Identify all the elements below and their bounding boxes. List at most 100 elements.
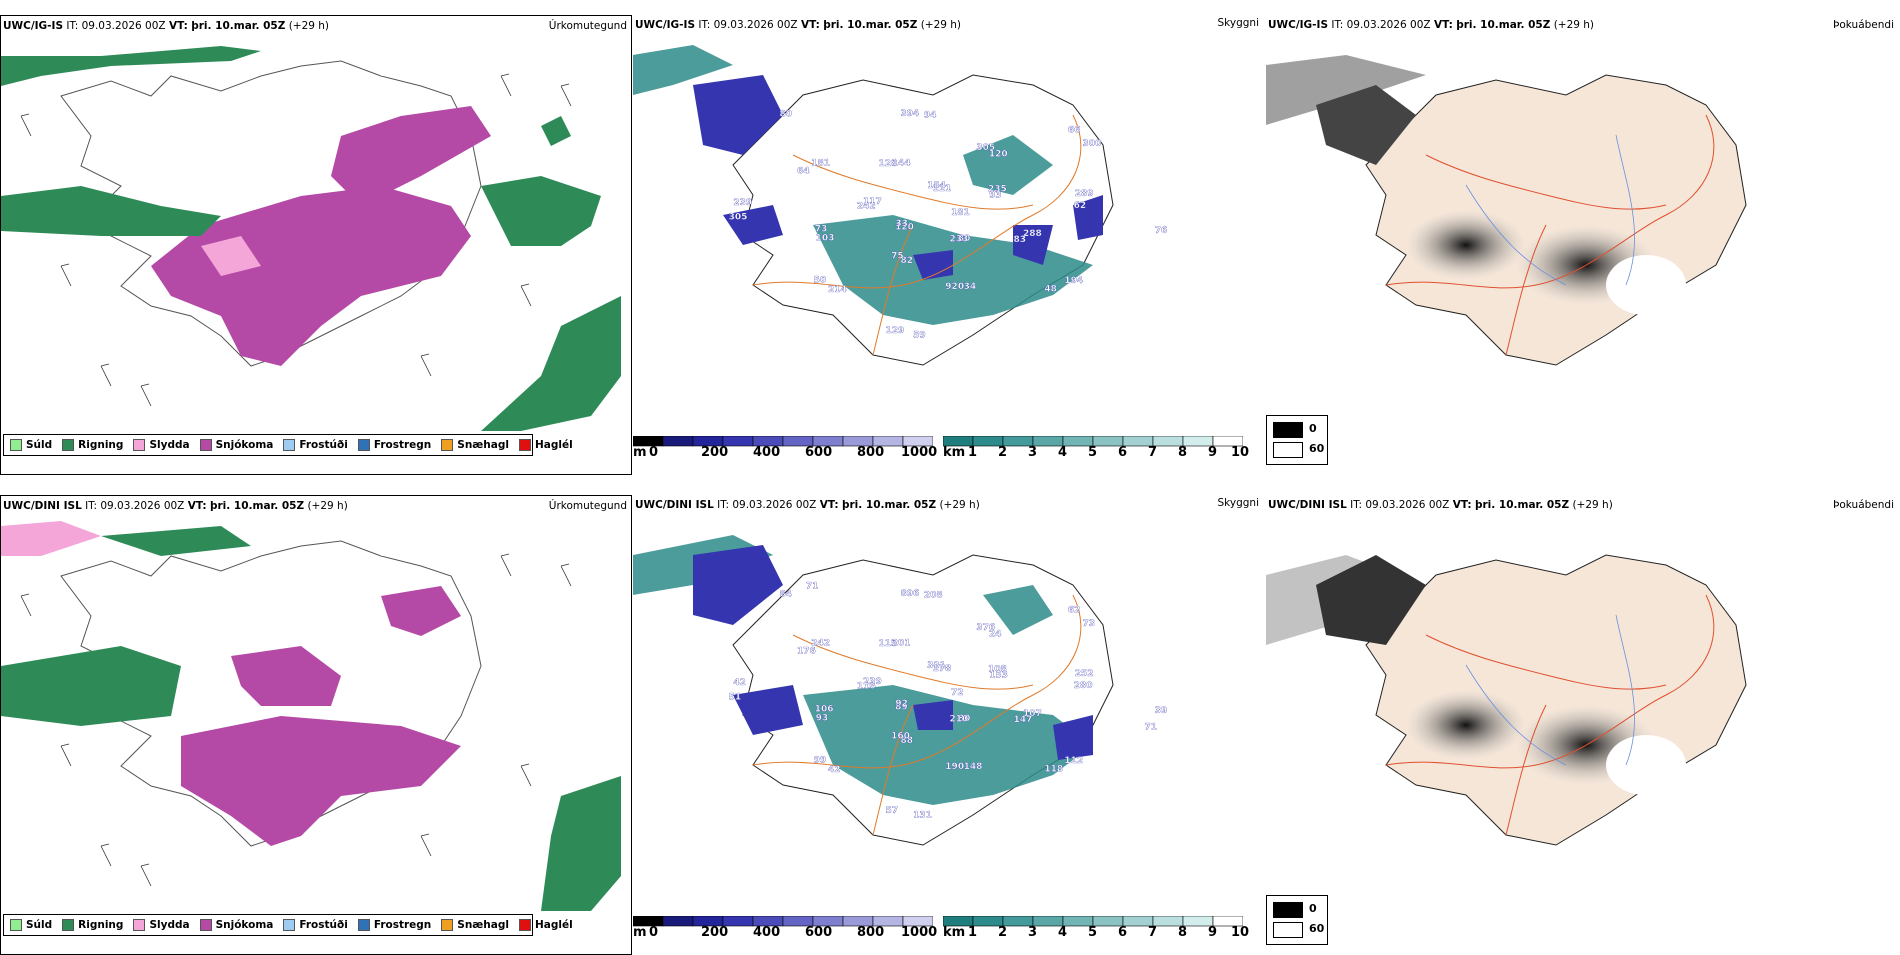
legend-label: Snæhagl	[457, 919, 509, 931]
product-type: Þokuábendi	[1833, 19, 1894, 31]
panel-header: UWC/IG-IS IT: 09.03.2026 00Z VT: þri. 10…	[1268, 19, 1595, 31]
legend-label: Rigning	[78, 439, 124, 451]
product-type: Skyggni	[1217, 497, 1260, 509]
legend-item-frostúði: Frostúði	[283, 439, 348, 451]
legend-item-snjókoma: Snjókoma	[199, 919, 274, 931]
precip-type-map	[1, 46, 621, 431]
legend-label: Snjókoma	[215, 919, 274, 931]
product-type: Skyggni	[1217, 17, 1260, 29]
cloud-base-label: 394	[901, 109, 920, 119]
precip-legend: Súld Rigning Slydda Snjókoma Frostúði Frostre…	[3, 434, 573, 456]
precip-legend: Súld Rigning Slydda Snjókoma Frostúði Frostre…	[3, 914, 573, 936]
cloud-base-label: 84	[779, 590, 792, 600]
cloud-base-label: 73	[815, 224, 828, 234]
cloud-base-label: 178	[933, 664, 952, 674]
cloud-base-label: 153	[989, 671, 1008, 681]
cloud-base-label: 305	[729, 213, 748, 223]
cloud-base-label: 112	[1064, 756, 1083, 766]
cloud-base-label: 160	[891, 732, 910, 742]
legend-label: Súld	[26, 439, 53, 451]
legend-swatch	[199, 439, 212, 451]
cloud-base-label: 111	[933, 184, 952, 194]
panel-header: UWC/DINI ISL IT: 09.03.2026 00Z VT: þri.…	[3, 500, 348, 512]
cloud-base-label: 280	[1074, 681, 1093, 691]
cloud-base-label: 57	[885, 806, 898, 816]
legend-swatch	[441, 919, 454, 931]
cloud-base-label: 75	[891, 252, 904, 262]
legend-swatch	[357, 439, 370, 451]
cloud-base-label: 42	[828, 765, 841, 775]
cloud-base-label: 176	[797, 646, 816, 656]
cloud-base-label: 103	[816, 233, 835, 243]
cloud-base-label: 154	[927, 181, 946, 191]
cloud-base-label: 88	[900, 736, 913, 746]
cloud-base-label: 214	[828, 285, 847, 295]
legend-swatch	[10, 439, 22, 451]
fog-key-swatch-60	[1273, 442, 1303, 458]
legend-swatch	[283, 919, 296, 931]
legend-swatch	[62, 919, 75, 931]
legend-label: Slydda	[149, 919, 190, 931]
cloudbase-colorbar: m 0 200 400 600 800 1000	[632, 433, 938, 460]
cloud-base-label: 33	[895, 219, 908, 229]
cloud-base-label: 59	[913, 330, 926, 340]
legend-item-slydda: Slydda	[133, 439, 190, 451]
product-type: Úrkomutegund	[548, 500, 627, 512]
cloud-base-label: 92	[895, 699, 908, 709]
legend-swatch	[10, 919, 22, 931]
visibility-colorbar: km 1 2 3 4 5 6 7 8 9 10	[942, 913, 1249, 940]
cloud-base-label: 131	[913, 810, 932, 820]
legend-label: Frostúði	[299, 919, 348, 931]
cloud-base-label: 62	[1074, 201, 1087, 211]
cloud-panel-bottom: UWC/DINI ISL IT: 09.03.2026 00Z VT: þri.…	[632, 495, 1265, 955]
cloud-base-label: 73	[1082, 619, 1095, 629]
legend-label: Haglél	[534, 919, 573, 931]
legend-swatch	[518, 919, 531, 931]
cloudbase-ticks: m 0 200 400 600 800 1000	[633, 445, 938, 460]
precip-panel-bottom: UWC/DINI ISL IT: 09.03.2026 00Z VT: þri.…	[0, 495, 632, 955]
visibility-ticks: km 1 2 3 4 5 6 7 8 9 10	[943, 445, 1250, 460]
fog-panel-top: UWC/IG-IS IT: 09.03.2026 00Z VT: þri. 10…	[1266, 15, 1898, 475]
cloud-base-label: 115	[878, 639, 897, 649]
legend-label: Slydda	[149, 439, 190, 451]
legend-label: Snæhagl	[457, 439, 509, 451]
cloud-base-label: 24	[989, 629, 1002, 639]
cloud-base-label: 920	[945, 282, 964, 292]
panel-header: UWC/DINI ISL IT: 09.03.2026 00Z VT: þri.…	[635, 499, 980, 511]
precip-type-map	[1, 521, 621, 911]
panel-header: UWC/IG-IS IT: 09.03.2026 00Z VT: þri. 10…	[3, 20, 330, 32]
legend-item-súld: Súld	[10, 919, 52, 931]
cloud-base-label: 118	[1044, 764, 1063, 774]
legend-label: Súld	[26, 919, 53, 931]
legend-swatch	[518, 439, 531, 451]
cloud-base-label: 300	[1082, 139, 1101, 149]
cloud-base-label: 80	[779, 110, 792, 120]
cloud-base-label: 208	[924, 590, 943, 600]
fog-key-swatch-60	[1273, 922, 1303, 938]
cloud-base-label: 148	[964, 762, 983, 772]
cloud-base-label: 233	[949, 234, 968, 244]
cloud-base-label: 120	[895, 223, 914, 233]
cloud-base-label: 117	[863, 197, 882, 207]
legend-label: Rigning	[78, 919, 124, 931]
cloud-base-label: 82	[900, 256, 913, 266]
legend-label: Snjókoma	[215, 439, 274, 451]
legend-label: Frostúði	[299, 439, 348, 451]
cloud-base-label: 42	[733, 678, 746, 688]
fog-key: 0 60	[1266, 895, 1328, 945]
cloud-base-label: 120	[989, 149, 1008, 159]
cloudbase-colorbar: m 0 200 400 600 800 1000	[632, 913, 937, 940]
cloud-base-label: 66	[1068, 126, 1081, 136]
legend-label: Frostregn	[373, 439, 432, 451]
fog-index-map	[1266, 55, 1747, 366]
legend-item-snæhagl: Snæhagl	[441, 919, 509, 931]
cloud-base-label: 71	[806, 582, 819, 592]
cloud-panel-top: UWC/IG-IS IT: 09.03.2026 00Z VT: þri. 10…	[632, 15, 1265, 475]
cloud-base-label: 34	[964, 282, 977, 292]
cloud-base-label: 305	[976, 143, 995, 153]
cloud-base-label: 89	[895, 703, 908, 713]
cloud-base-label: 288	[1023, 229, 1042, 239]
cloud-base-label: 48	[1044, 284, 1057, 294]
legend-label: Frostregn	[373, 919, 432, 931]
cloud-base-label: 242	[857, 201, 876, 211]
